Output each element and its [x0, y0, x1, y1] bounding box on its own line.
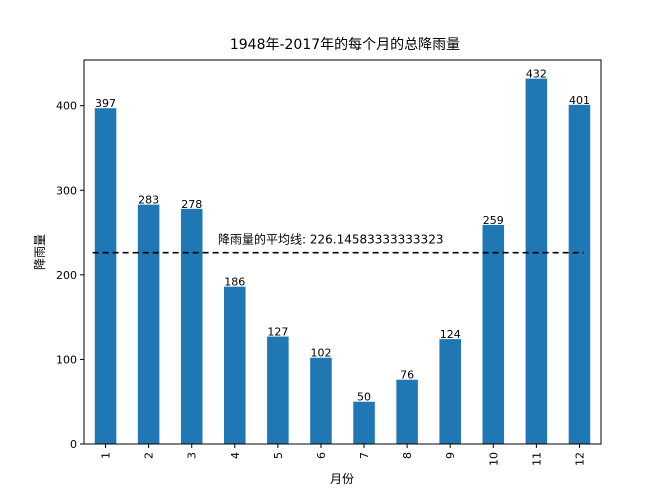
plot-frame [83, 59, 602, 445]
data-label-6: 102 [310, 347, 331, 360]
chart-title: 1948年-2017年的每个月的总降雨量 [230, 37, 460, 53]
y-tick-label-300: 300 [56, 184, 77, 197]
bar-10 [482, 224, 505, 444]
x-tick-label-12: 12 [573, 452, 586, 466]
x-tick-label-2: 2 [143, 452, 156, 459]
bar-4 [224, 286, 246, 444]
bar-7 [353, 401, 375, 444]
y-tick-label-0: 0 [70, 438, 77, 451]
bar-9 [439, 339, 461, 444]
x-tick-label-1: 1 [100, 452, 113, 459]
bar-11 [525, 78, 548, 445]
y-axis-label: 降雨量 [33, 234, 47, 270]
data-label-1: 397 [95, 97, 116, 110]
data-label-11: 432 [526, 68, 547, 81]
data-label-5: 127 [267, 326, 288, 339]
y-tick-label-400: 400 [56, 100, 77, 113]
x-tick-label-4: 4 [229, 452, 242, 459]
data-label-12: 401 [569, 94, 590, 107]
data-label-3: 278 [181, 198, 202, 211]
x-tick-label-5: 5 [272, 452, 285, 459]
bar-1 [94, 108, 117, 445]
data-label-8: 76 [400, 369, 414, 382]
bar-5 [267, 336, 289, 444]
mean-line-label: 降雨量的平均线: 226.14583333333323 [218, 232, 443, 247]
bar-8 [396, 379, 418, 444]
data-label-7: 50 [357, 391, 371, 404]
x-tick-label-3: 3 [186, 452, 199, 459]
data-label-4: 186 [224, 276, 245, 289]
x-axis-label: 月份 [330, 472, 354, 486]
bar-2 [137, 204, 160, 444]
bar-12 [568, 104, 591, 444]
bar-6 [310, 357, 332, 444]
bar-3 [180, 208, 203, 444]
data-label-9: 124 [440, 328, 461, 341]
y-tick-label-200: 200 [56, 269, 77, 282]
x-tick-label-9: 9 [444, 452, 457, 459]
data-label-10: 259 [483, 214, 504, 227]
x-tick-label-7: 7 [358, 452, 371, 459]
x-tick-label-8: 8 [401, 452, 414, 459]
x-tick-label-11: 11 [530, 452, 543, 466]
y-tick-label-100: 100 [56, 353, 77, 366]
x-tick-label-10: 10 [487, 452, 500, 466]
x-tick-label-6: 6 [315, 452, 328, 459]
watermark: 知乎 @Mr.bin [561, 464, 656, 482]
data-label-2: 283 [138, 194, 159, 207]
